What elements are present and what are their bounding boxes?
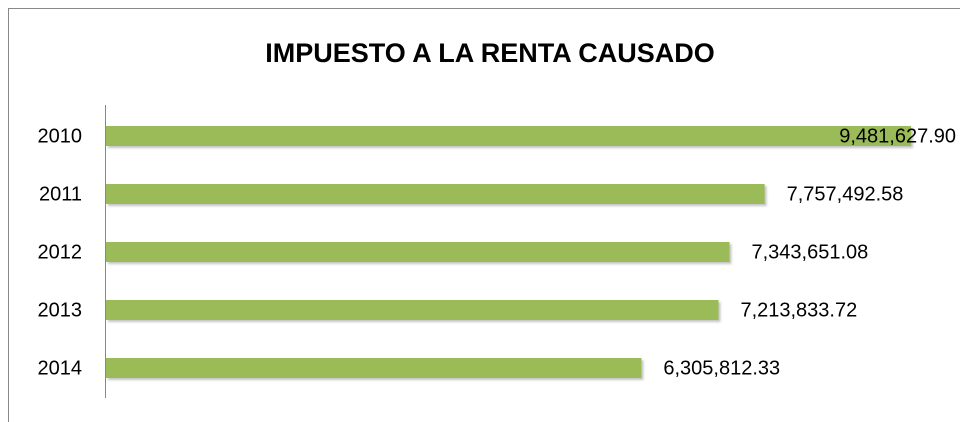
y-tick-label: 2013: [38, 299, 83, 321]
bar: [106, 300, 719, 320]
y-tick-label: 2010: [38, 125, 83, 147]
y-tick-label: 2011: [39, 183, 82, 205]
bar: [106, 242, 730, 262]
y-tick-label: 2014: [38, 357, 83, 379]
data-label: 9,481,627.90: [839, 125, 956, 147]
bar: [106, 358, 642, 378]
chart-frame: [8, 8, 960, 422]
data-label: 7,757,492.58: [787, 183, 904, 205]
y-tick-label: 2012: [38, 241, 83, 263]
data-label: 6,305,812.33: [663, 357, 780, 379]
bar: [106, 184, 765, 204]
bar: [106, 126, 911, 146]
chart-title: IMPUESTO A LA RENTA CAUSADO: [265, 38, 715, 68]
data-label: 7,343,651.08: [751, 241, 868, 263]
data-label: 7,213,833.72: [740, 299, 857, 321]
